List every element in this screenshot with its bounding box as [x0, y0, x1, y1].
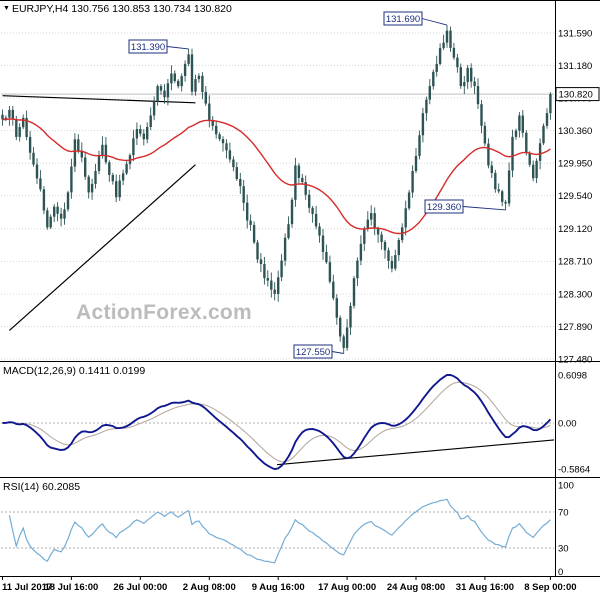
price-callouts: 131.390 131.690 127.550 129.360 [128, 11, 506, 359]
chart-legend: ▼ EURJPY,H4 130.756 130.853 130.734 130.8… [3, 3, 232, 15]
svg-text:31 Aug 16:00: 31 Aug 16:00 [456, 582, 514, 593]
watermark: ActionForex.com [76, 301, 253, 324]
svg-text:128.300: 128.300 [558, 289, 592, 300]
candlesticks [1, 25, 552, 354]
macd-panel [1, 374, 555, 471]
svg-text:-0.5864: -0.5864 [558, 464, 590, 475]
right-axis: 131.590131.180130.770130.360129.950129.5… [555, 28, 600, 578]
svg-text:127.890: 127.890 [558, 322, 592, 333]
svg-text:8 Sep 00:00: 8 Sep 00:00 [524, 582, 576, 593]
svg-text:127.480: 127.480 [558, 354, 592, 365]
svg-text:30: 30 [558, 543, 569, 554]
svg-text:128.710: 128.710 [558, 257, 592, 268]
svg-text:26 Jul 00:00: 26 Jul 00:00 [113, 582, 167, 593]
svg-text:129.950: 129.950 [558, 158, 592, 169]
svg-text:131.590: 131.590 [558, 28, 592, 39]
svg-text:131.690: 131.690 [386, 14, 420, 25]
svg-text:18 Jul 16:00: 18 Jul 16:00 [44, 582, 98, 593]
price-trendlines [2, 95, 196, 331]
svg-text:70: 70 [558, 507, 569, 518]
svg-text:24 Aug 08:00: 24 Aug 08:00 [387, 582, 445, 593]
svg-text:131.180: 131.180 [558, 61, 592, 72]
rsi-panel [1, 498, 554, 564]
moving-average-line [2, 118, 551, 235]
instrument-marker-icon: ▼ [3, 5, 10, 12]
svg-text:0.00: 0.00 [558, 418, 577, 429]
svg-text:11 Jul 2017: 11 Jul 2017 [2, 582, 52, 593]
svg-text:0: 0 [558, 567, 563, 578]
svg-text:2 Aug 08:00: 2 Aug 08:00 [183, 582, 236, 593]
svg-text:129.360: 129.360 [427, 202, 461, 213]
svg-text:130.820: 130.820 [559, 89, 593, 100]
svg-text:129.540: 129.540 [558, 191, 592, 202]
svg-text:100: 100 [558, 480, 574, 491]
svg-text:127.550: 127.550 [296, 347, 330, 358]
svg-text:0.6098: 0.6098 [558, 370, 587, 381]
svg-text:131.390: 131.390 [131, 42, 165, 53]
symbol-ohlc-text: EURJPY,H4 130.756 130.853 130.734 130.82… [11, 3, 232, 15]
rsi-indicator-label: RSI(14) 60.2085 [3, 481, 81, 493]
svg-text:130.360: 130.360 [558, 126, 592, 137]
svg-text:17 Aug 00:00: 17 Aug 00:00 [318, 582, 376, 593]
macd-indicator-label: MACD(12,26,9) 0.1411 0.0199 [3, 365, 146, 377]
svg-text:129.120: 129.120 [558, 224, 592, 235]
panel-borders [0, 0, 600, 577]
svg-text:9 Aug 16:00: 9 Aug 16:00 [252, 582, 305, 593]
